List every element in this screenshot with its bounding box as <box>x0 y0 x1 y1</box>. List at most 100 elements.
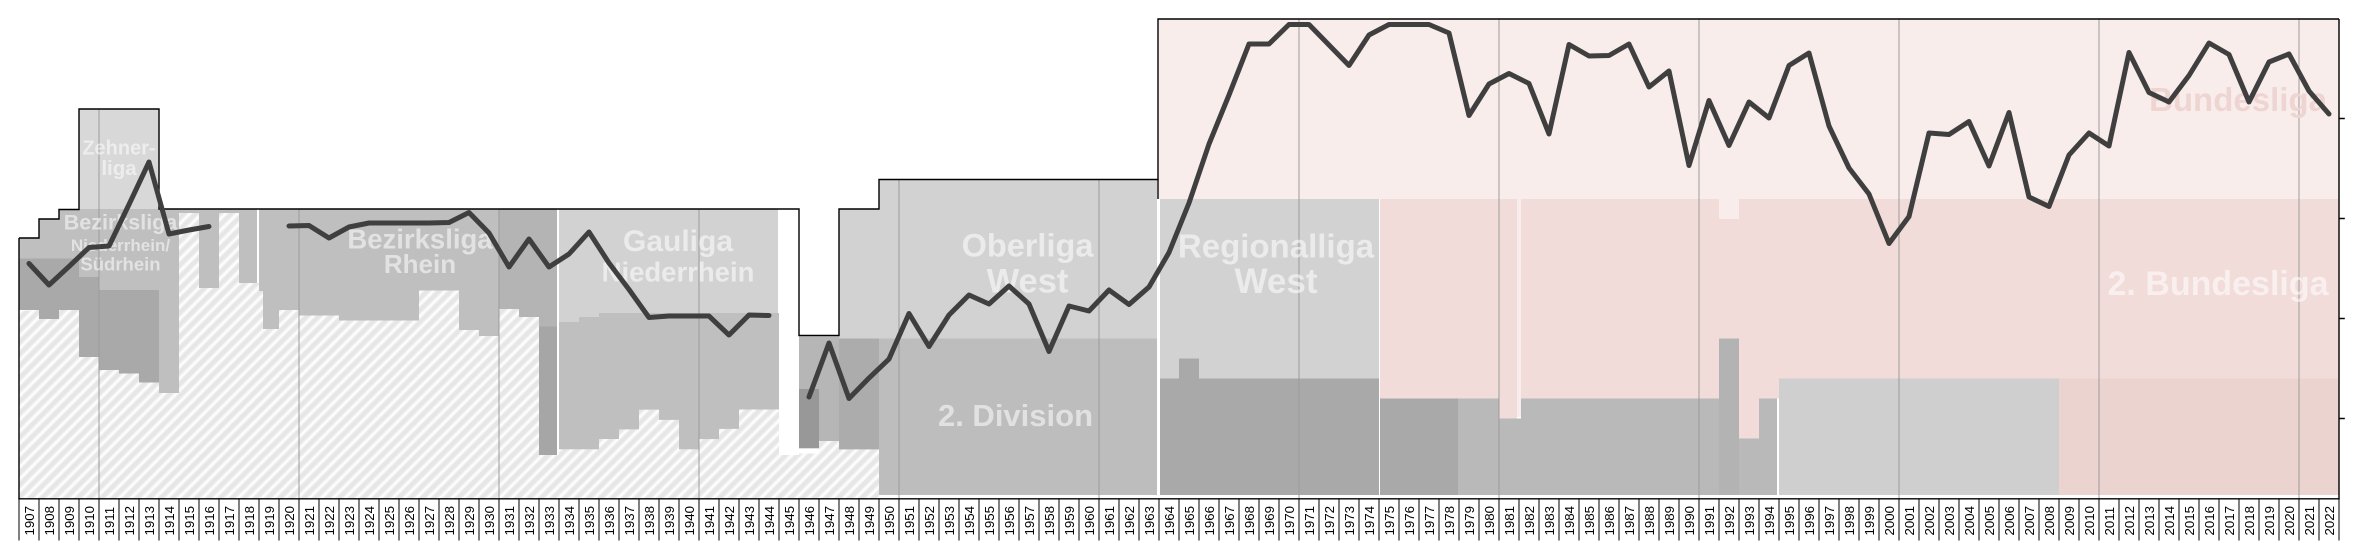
svg-text:1942: 1942 <box>722 506 737 536</box>
svg-text:1953: 1953 <box>942 506 957 536</box>
svg-text:1925: 1925 <box>382 506 397 536</box>
svg-text:2017: 2017 <box>2222 506 2237 536</box>
svg-text:1918: 1918 <box>242 506 257 536</box>
svg-text:2012: 2012 <box>2122 506 2137 536</box>
svg-text:1951: 1951 <box>902 506 917 536</box>
svg-text:1964: 1964 <box>1162 506 1177 536</box>
svg-text:1909: 1909 <box>62 506 77 536</box>
svg-text:1980: 1980 <box>1482 506 1497 536</box>
svg-text:2005: 2005 <box>1982 506 1997 536</box>
svg-text:1986: 1986 <box>1602 506 1617 536</box>
svg-text:Bundesliga: Bundesliga <box>2149 81 2328 118</box>
svg-text:1977: 1977 <box>1422 506 1437 536</box>
svg-text:1924: 1924 <box>362 506 377 536</box>
svg-text:1978: 1978 <box>1442 506 1457 536</box>
svg-text:1982: 1982 <box>1522 506 1537 536</box>
svg-text:2002: 2002 <box>1922 506 1937 536</box>
svg-text:1943: 1943 <box>742 506 757 536</box>
svg-text:1968: 1968 <box>1242 506 1257 536</box>
svg-text:1917: 1917 <box>222 506 237 536</box>
svg-text:1927: 1927 <box>422 506 437 536</box>
svg-text:1934: 1934 <box>562 506 577 536</box>
svg-text:1976: 1976 <box>1402 506 1417 536</box>
svg-text:2009: 2009 <box>2062 506 2077 536</box>
svg-text:1991: 1991 <box>1702 506 1717 536</box>
svg-text:2011: 2011 <box>2102 507 2117 536</box>
svg-text:2016: 2016 <box>2202 506 2217 536</box>
svg-text:1907: 1907 <box>22 506 37 536</box>
svg-text:1959: 1959 <box>1062 506 1077 536</box>
svg-text:Niederrhein: Niederrhein <box>602 257 755 288</box>
svg-text:2004: 2004 <box>1962 506 1977 536</box>
svg-text:1992: 1992 <box>1722 506 1737 536</box>
svg-text:1981: 1981 <box>1502 506 1517 536</box>
svg-text:1984: 1984 <box>1562 506 1577 536</box>
svg-text:1920: 1920 <box>282 506 297 536</box>
svg-text:Zehner-: Zehner- <box>82 137 155 159</box>
svg-text:1997: 1997 <box>1822 506 1837 536</box>
svg-text:2001: 2001 <box>1902 506 1917 536</box>
svg-text:2006: 2006 <box>2002 506 2017 536</box>
svg-text:2010: 2010 <box>2082 506 2097 536</box>
svg-text:1955: 1955 <box>982 506 997 536</box>
svg-text:1919: 1919 <box>262 506 277 536</box>
svg-text:1960: 1960 <box>1082 506 1097 536</box>
svg-text:1990: 1990 <box>1682 506 1697 536</box>
svg-text:1962: 1962 <box>1122 506 1137 536</box>
svg-text:1952: 1952 <box>922 506 937 536</box>
svg-text:1954: 1954 <box>962 506 977 536</box>
svg-text:West: West <box>1235 262 1318 301</box>
svg-text:1910: 1910 <box>82 506 97 536</box>
svg-text:1923: 1923 <box>342 506 357 536</box>
svg-text:2022: 2022 <box>2322 506 2337 536</box>
svg-text:2. Bundesliga: 2. Bundesliga <box>2107 265 2329 303</box>
svg-text:1969: 1969 <box>1262 506 1277 536</box>
svg-text:1989: 1989 <box>1662 506 1677 536</box>
svg-text:1957: 1957 <box>1022 506 1037 536</box>
svg-text:1936: 1936 <box>602 506 617 536</box>
svg-text:1987: 1987 <box>1622 506 1637 536</box>
svg-text:1929: 1929 <box>462 506 477 536</box>
svg-text:1970: 1970 <box>1282 506 1297 536</box>
svg-text:1926: 1926 <box>402 506 417 536</box>
svg-text:1958: 1958 <box>1042 506 1057 536</box>
svg-text:1916: 1916 <box>202 506 217 536</box>
svg-text:2003: 2003 <box>1942 506 1957 536</box>
svg-text:1972: 1972 <box>1322 506 1337 536</box>
svg-text:1939: 1939 <box>662 506 677 536</box>
svg-text:1928: 1928 <box>442 506 457 536</box>
svg-text:1938: 1938 <box>642 506 657 536</box>
svg-text:1922: 1922 <box>322 506 337 536</box>
svg-text:1995: 1995 <box>1782 506 1797 536</box>
svg-text:2. Division: 2. Division <box>938 398 1093 433</box>
svg-text:1911: 1911 <box>102 507 117 536</box>
svg-text:2008: 2008 <box>2042 506 2057 536</box>
svg-text:1921: 1921 <box>302 506 317 536</box>
svg-text:1961: 1961 <box>1102 506 1117 536</box>
svg-text:1985: 1985 <box>1582 506 1597 536</box>
svg-text:Gauliga: Gauliga <box>623 225 733 258</box>
svg-text:1971: 1971 <box>1302 506 1317 536</box>
svg-text:Bezirksliga: Bezirksliga <box>347 224 493 255</box>
svg-text:2013: 2013 <box>2142 506 2157 536</box>
svg-text:1993: 1993 <box>1742 506 1757 536</box>
svg-text:Südrhein: Südrhein <box>80 254 160 275</box>
svg-text:1933: 1933 <box>542 506 557 536</box>
svg-text:1940: 1940 <box>682 506 697 536</box>
svg-text:2000: 2000 <box>1882 506 1897 536</box>
svg-text:1999: 1999 <box>1862 506 1877 536</box>
svg-text:Niederrhein/: Niederrhein/ <box>71 236 170 255</box>
svg-text:1941: 1941 <box>702 506 717 536</box>
svg-text:1908: 1908 <box>42 506 57 536</box>
svg-text:2019: 2019 <box>2262 506 2277 536</box>
svg-text:1931: 1931 <box>502 506 517 536</box>
svg-text:Rhein: Rhein <box>384 249 456 279</box>
svg-text:1945: 1945 <box>782 506 797 536</box>
svg-text:1965: 1965 <box>1182 506 1197 536</box>
svg-text:1988: 1988 <box>1642 506 1657 536</box>
svg-text:Oberliga: Oberliga <box>962 228 1095 264</box>
svg-text:2007: 2007 <box>2022 506 2037 536</box>
svg-text:1912: 1912 <box>122 506 137 536</box>
svg-text:liga: liga <box>101 157 137 180</box>
svg-text:1983: 1983 <box>1542 506 1557 536</box>
